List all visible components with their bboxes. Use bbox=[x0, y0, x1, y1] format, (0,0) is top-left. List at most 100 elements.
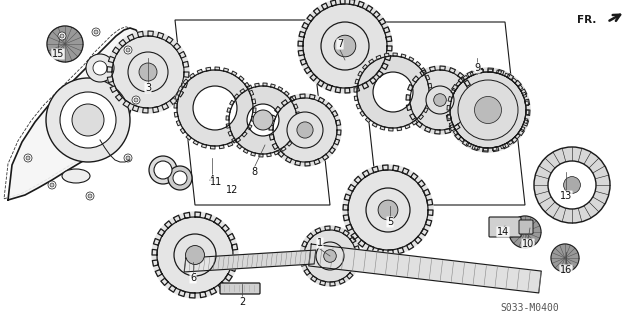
Polygon shape bbox=[156, 270, 162, 277]
Polygon shape bbox=[197, 69, 202, 74]
Circle shape bbox=[26, 156, 30, 160]
Polygon shape bbox=[405, 124, 410, 129]
Polygon shape bbox=[183, 79, 188, 84]
Polygon shape bbox=[292, 135, 296, 140]
Polygon shape bbox=[298, 50, 304, 56]
Polygon shape bbox=[408, 57, 413, 62]
Polygon shape bbox=[402, 168, 409, 174]
Text: 5: 5 bbox=[387, 217, 393, 227]
Polygon shape bbox=[534, 147, 610, 223]
Polygon shape bbox=[232, 138, 236, 143]
Polygon shape bbox=[228, 142, 233, 147]
Polygon shape bbox=[421, 68, 426, 73]
Polygon shape bbox=[454, 133, 461, 140]
Polygon shape bbox=[358, 240, 365, 247]
Polygon shape bbox=[456, 81, 461, 86]
Polygon shape bbox=[164, 221, 172, 228]
Polygon shape bbox=[214, 218, 221, 225]
Circle shape bbox=[174, 234, 216, 276]
Polygon shape bbox=[470, 100, 474, 105]
Polygon shape bbox=[500, 144, 506, 149]
Polygon shape bbox=[310, 276, 317, 282]
Polygon shape bbox=[413, 76, 419, 82]
Polygon shape bbox=[449, 124, 455, 131]
Polygon shape bbox=[420, 70, 426, 76]
Polygon shape bbox=[179, 290, 185, 297]
Polygon shape bbox=[492, 147, 497, 151]
Polygon shape bbox=[232, 71, 237, 76]
Polygon shape bbox=[334, 139, 340, 145]
Polygon shape bbox=[249, 90, 253, 95]
Polygon shape bbox=[107, 67, 112, 72]
Text: 6: 6 bbox=[190, 273, 196, 283]
Polygon shape bbox=[406, 95, 410, 100]
Circle shape bbox=[86, 192, 94, 200]
Polygon shape bbox=[154, 239, 160, 245]
Circle shape bbox=[46, 78, 130, 162]
Circle shape bbox=[378, 200, 398, 220]
Circle shape bbox=[297, 122, 313, 138]
Polygon shape bbox=[356, 104, 360, 109]
Polygon shape bbox=[419, 115, 424, 120]
Polygon shape bbox=[415, 62, 420, 67]
Polygon shape bbox=[162, 103, 168, 110]
Polygon shape bbox=[454, 124, 460, 130]
Circle shape bbox=[154, 161, 172, 179]
Polygon shape bbox=[183, 61, 189, 67]
Polygon shape bbox=[202, 144, 207, 148]
Polygon shape bbox=[340, 0, 345, 4]
Polygon shape bbox=[449, 68, 456, 73]
Polygon shape bbox=[343, 215, 349, 221]
Polygon shape bbox=[115, 94, 122, 101]
Polygon shape bbox=[408, 85, 413, 91]
Circle shape bbox=[132, 96, 140, 104]
Polygon shape bbox=[299, 32, 305, 37]
Polygon shape bbox=[348, 184, 355, 191]
Polygon shape bbox=[385, 55, 391, 61]
Polygon shape bbox=[300, 59, 307, 65]
Polygon shape bbox=[152, 260, 158, 266]
Polygon shape bbox=[424, 108, 428, 113]
Polygon shape bbox=[211, 146, 215, 149]
Circle shape bbox=[50, 183, 54, 187]
Polygon shape bbox=[132, 105, 139, 112]
Circle shape bbox=[548, 161, 596, 209]
Ellipse shape bbox=[62, 169, 90, 183]
Text: 16: 16 bbox=[560, 265, 572, 275]
Polygon shape bbox=[397, 248, 404, 254]
Polygon shape bbox=[450, 72, 526, 148]
Polygon shape bbox=[335, 87, 340, 93]
Polygon shape bbox=[410, 114, 416, 120]
Polygon shape bbox=[448, 96, 452, 101]
Polygon shape bbox=[387, 46, 392, 51]
Text: 13: 13 bbox=[560, 191, 572, 201]
Polygon shape bbox=[343, 230, 349, 236]
Polygon shape bbox=[320, 280, 326, 286]
Polygon shape bbox=[353, 265, 358, 271]
Text: FR.: FR. bbox=[577, 15, 596, 25]
Text: 15: 15 bbox=[52, 49, 64, 59]
Polygon shape bbox=[152, 249, 157, 255]
Polygon shape bbox=[251, 152, 255, 156]
Text: 7: 7 bbox=[337, 39, 343, 49]
Polygon shape bbox=[295, 161, 300, 166]
Circle shape bbox=[124, 154, 132, 162]
Polygon shape bbox=[428, 210, 433, 215]
Polygon shape bbox=[388, 128, 393, 131]
Polygon shape bbox=[406, 105, 412, 110]
Polygon shape bbox=[184, 212, 190, 218]
Polygon shape bbox=[127, 34, 134, 41]
Polygon shape bbox=[239, 76, 244, 81]
Polygon shape bbox=[297, 120, 300, 124]
Polygon shape bbox=[177, 70, 253, 146]
Polygon shape bbox=[278, 87, 283, 91]
Polygon shape bbox=[237, 144, 242, 149]
Polygon shape bbox=[307, 15, 314, 21]
Polygon shape bbox=[355, 79, 359, 84]
Polygon shape bbox=[227, 108, 231, 112]
Circle shape bbox=[124, 46, 132, 54]
Polygon shape bbox=[504, 73, 510, 78]
Polygon shape bbox=[300, 94, 305, 98]
Polygon shape bbox=[488, 68, 493, 72]
Polygon shape bbox=[497, 70, 502, 74]
